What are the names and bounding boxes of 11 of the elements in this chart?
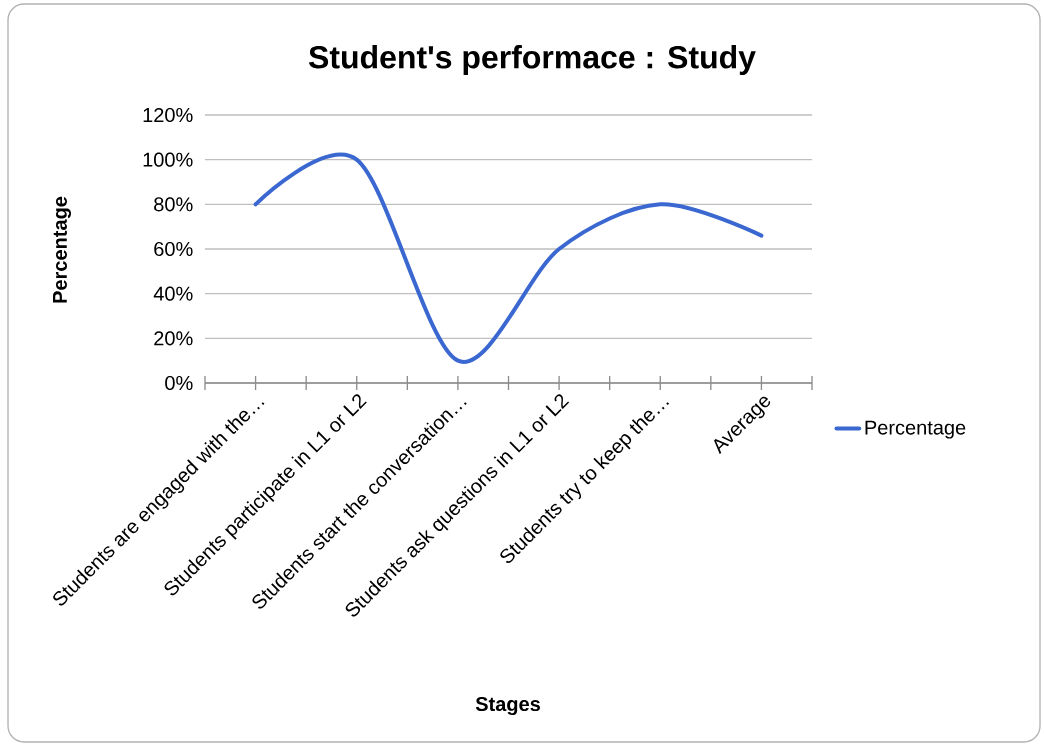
y-tick-label: 20% bbox=[154, 331, 193, 346]
y-tick-label: 0% bbox=[165, 375, 193, 391]
y-tick-label: 80% bbox=[154, 197, 193, 212]
x-axis-title: Stages bbox=[475, 696, 540, 716]
chart-title: Student's performace : Study bbox=[308, 45, 756, 75]
y-tick-label: 120% bbox=[143, 107, 193, 123]
y-axis-title: Percentage bbox=[53, 196, 72, 303]
legend-label: Percentage bbox=[865, 420, 966, 439]
y-tick-label: 100% bbox=[143, 152, 193, 167]
y-tick-label: 40% bbox=[153, 286, 193, 301]
y-tick-label: 60% bbox=[154, 241, 193, 257]
